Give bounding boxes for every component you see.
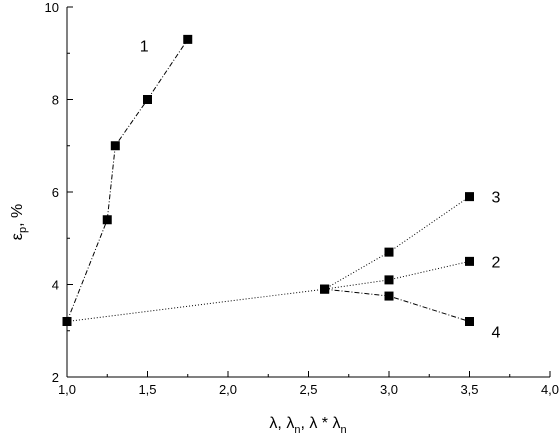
- series-1-point: [110, 141, 120, 151]
- y-tick-label: 8: [52, 93, 59, 108]
- series-3-point: [384, 247, 394, 257]
- y-tick-label: 10: [45, 0, 59, 15]
- y-axis-title-unit: , %: [9, 204, 26, 227]
- series-1-point: [143, 95, 152, 104]
- x-tick-label: 4,0: [541, 382, 559, 397]
- series-4-label: 4: [492, 325, 501, 342]
- series-1-point: [102, 215, 112, 225]
- series-2-point: [62, 317, 72, 326]
- series-2-label: 2: [492, 254, 501, 271]
- x-tick-label: 2,5: [299, 382, 317, 397]
- series-3-point: [465, 192, 474, 202]
- series-1-label: 1: [140, 38, 149, 55]
- x-tick-label: 3,5: [460, 382, 478, 397]
- series-1-point: [183, 34, 193, 44]
- x-axis-title-sub2: n: [340, 424, 346, 436]
- series-4-point: [465, 317, 474, 326]
- axes: [66, 7, 550, 378]
- series-3-label: 3: [492, 190, 501, 207]
- x-tick-label: 3,0: [380, 382, 398, 397]
- series-lines: [66, 39, 470, 322]
- y-axis-title-sub: p: [17, 227, 29, 233]
- x-tick-label: 2,0: [219, 382, 237, 397]
- series-4-point: [384, 291, 394, 301]
- ticks: 1,0 1,5 2,0 2,5 3,0 3,5 4,0 2 4 6 8 10: [45, 0, 560, 397]
- x-axis-title-base: λ, λ: [269, 415, 294, 432]
- y-tick-label: 6: [52, 185, 59, 200]
- series-4-point: [320, 284, 330, 294]
- x-tick-label: 1,5: [138, 382, 156, 397]
- y-axis-title-base: ε: [9, 233, 26, 240]
- series-markers: [62, 34, 474, 326]
- x-axis-title-sub1: n: [294, 424, 300, 436]
- series-2-point: [465, 256, 474, 266]
- y-tick-label: 2: [52, 370, 59, 385]
- series-2-line: [66, 260, 470, 322]
- series-1-line: [66, 39, 189, 322]
- x-axis-title-mid: , λ * λ: [300, 415, 340, 432]
- series-4-line: [324, 288, 470, 322]
- x-axis-title: λ, λn, λ * λn: [269, 415, 346, 436]
- series-labels: 1 2 3 4: [140, 38, 501, 341]
- y-tick-label: 4: [52, 278, 59, 293]
- x-tick-label: 1,0: [58, 382, 76, 397]
- y-axis-title: εp, %: [9, 204, 29, 240]
- series-2-point: [384, 275, 394, 285]
- series-3-line: [324, 196, 470, 290]
